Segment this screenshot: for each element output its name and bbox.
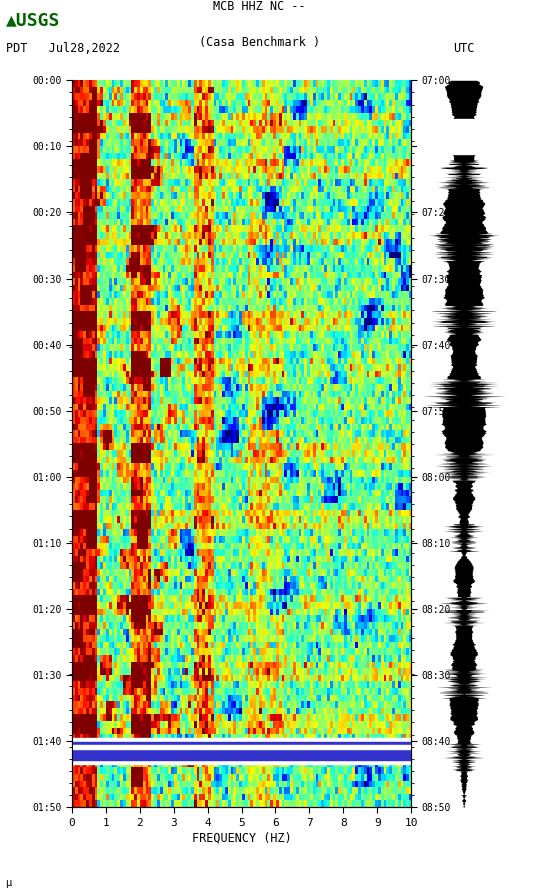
Text: PDT   Jul28,2022: PDT Jul28,2022 [6, 42, 120, 54]
Bar [72, 738, 411, 764]
Bar [72, 745, 411, 747]
Text: ▲USGS: ▲USGS [6, 12, 60, 29]
Bar [417, 120, 511, 153]
Bar [72, 742, 411, 760]
Text: MCB HHZ NC --: MCB HHZ NC -- [213, 0, 306, 13]
Text: UTC: UTC [453, 42, 474, 54]
X-axis label: FREQUENCY (HZ): FREQUENCY (HZ) [192, 832, 291, 845]
Bar [72, 747, 411, 749]
Text: μ: μ [6, 878, 12, 888]
Text: (Casa Benchmark ): (Casa Benchmark ) [199, 37, 320, 49]
